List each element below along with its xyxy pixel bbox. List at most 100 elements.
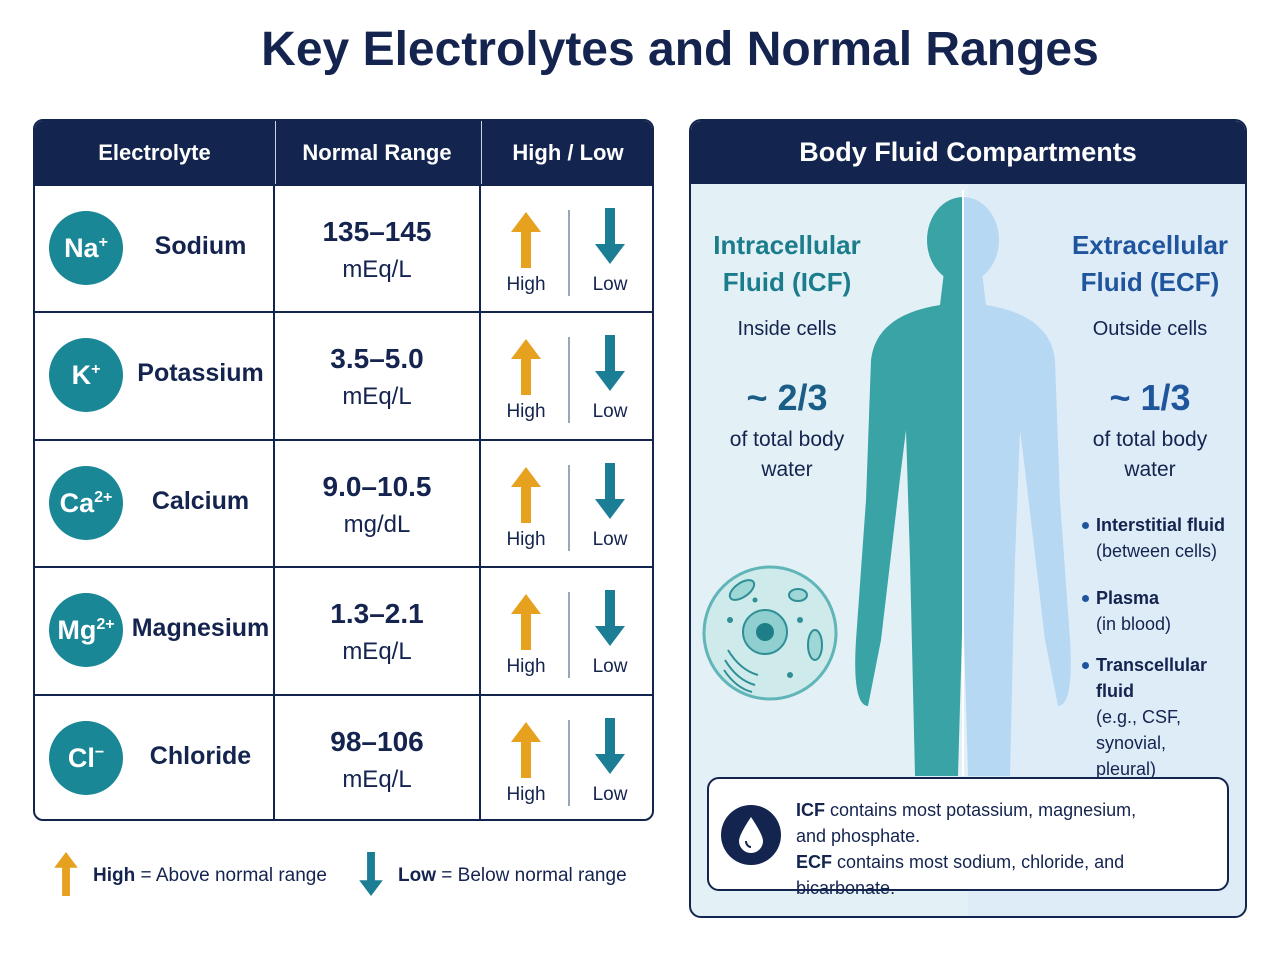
component-detail: (between cells) (1096, 541, 1218, 561)
table-row: Ca2+ Calcium 9.0–10.5 mg/dL High Low (35, 438, 652, 567)
compartment-description: of total body (729, 428, 845, 451)
low-arrow (595, 208, 625, 264)
high-label: High (506, 656, 546, 678)
electrolyte-name: Magnesium (131, 614, 270, 643)
note-text: and phosphate. (796, 826, 921, 846)
ion-element: Mg (57, 615, 97, 646)
range-value: 1.3–2.1 (330, 598, 424, 630)
legend-item: High = Above normal range (93, 865, 327, 887)
ion-symbol: K+ (49, 338, 123, 413)
low-label: Low (592, 656, 628, 678)
range-value: 3.5–5.0 (330, 343, 424, 375)
table-row: Na+ Sodium 135–145 mEq/L High Low (35, 184, 652, 312)
ecf-component: Interstitial fluid (between cells) (1096, 512, 1246, 564)
compartment-title: Extracellular (1071, 230, 1229, 260)
high-arrow (511, 721, 541, 778)
compartment-location: Outside cells (1092, 318, 1208, 340)
legend-definition: = Below normal range (441, 865, 627, 886)
ion-element: Ca (59, 487, 95, 518)
note-box (707, 777, 1229, 891)
page-title: Key Electrolytes and Normal Ranges (261, 23, 1099, 76)
high-arrow (511, 339, 541, 396)
component-detail: (in blood) (1096, 614, 1172, 634)
low-label: Low (592, 783, 628, 805)
high-arrow (511, 212, 541, 268)
column-separator (273, 121, 275, 819)
column-separator (479, 121, 481, 819)
high-low-divider (568, 719, 570, 806)
low-label: Low (592, 401, 628, 423)
component-name: Plasma (1096, 588, 1160, 608)
bullet (1082, 522, 1089, 529)
high-low-divider (568, 592, 570, 679)
ion-element: Cl (67, 742, 95, 773)
ion-symbol: Cl− (49, 720, 123, 795)
low-arrow (595, 590, 625, 647)
low-arrow (595, 335, 625, 392)
compartment-title: Fluid (ICF) (722, 267, 852, 297)
range-value: 98–106 (330, 725, 424, 757)
header-separator (480, 121, 482, 184)
ion-charge: + (91, 361, 101, 379)
ion-charge: 2+ (96, 616, 115, 634)
ecf-component: Plasma (in blood) (1096, 585, 1246, 637)
range-unit: mEq/L (342, 765, 412, 793)
ion-symbol: Mg2+ (49, 593, 123, 668)
high-label: High (506, 528, 546, 550)
ion-charge: − (94, 743, 105, 761)
note-line: ECF contains most sodium, chloride, and … (796, 849, 1216, 901)
legend-term: High (93, 865, 136, 886)
compartment-description: water (761, 458, 813, 481)
range-unit: mEq/L (342, 638, 412, 666)
ion-element: Na (64, 233, 99, 263)
legend-term: Low (398, 865, 436, 886)
component-detail: pleural) (1096, 759, 1157, 779)
bullet (1082, 662, 1089, 669)
high-low-divider (568, 464, 570, 551)
component-detail: (e.g., CSF, synovial, (1096, 707, 1182, 753)
legend-item: Low = Below normal range (398, 865, 627, 887)
high-label: High (506, 274, 546, 295)
electrolyte-name: Potassium (137, 359, 264, 388)
ion-element: K (71, 360, 92, 391)
panel-title: Body Fluid Compartments (691, 121, 1245, 184)
compartment-description: water (1124, 458, 1176, 481)
note-term: ICF (796, 800, 825, 820)
table-row: Cl− Chloride 98–106 mEq/L High Low (35, 693, 652, 819)
compartment-fraction: ~ 1/3 (1109, 377, 1191, 418)
range-unit: mEq/L (342, 256, 412, 283)
high-arrow (54, 852, 78, 896)
range-value: 9.0–10.5 (322, 470, 432, 502)
low-label: Low (592, 274, 628, 295)
component-name: Interstitial fluid (1096, 515, 1226, 535)
table-row: K+ Potassium 3.5–5.0 mEq/L High Low (35, 311, 652, 439)
low-arrow (359, 852, 383, 896)
high-label: High (506, 783, 546, 805)
column-header: Electrolyte (98, 140, 211, 165)
compartment-fraction: ~ 2/3 (746, 377, 828, 418)
high-low-divider (568, 337, 570, 424)
ion-symbol: Ca2+ (49, 465, 123, 540)
compartment-title: Intracellular (713, 230, 861, 260)
compartment-title: Fluid (ECF) (1080, 267, 1220, 297)
header-separator (274, 121, 276, 184)
low-arrow (595, 462, 625, 519)
cell-illustration (702, 565, 838, 701)
column-header: High / Low (512, 140, 624, 165)
legend-definition: = Above normal range (140, 865, 327, 886)
range-unit: mEq/L (342, 383, 412, 411)
note-line: ICF contains most potassium, magnesium, (796, 797, 1216, 823)
compartment-location: Inside cells (737, 318, 837, 340)
table-row: Mg2+ Magnesium 1.3–2.1 mEq/L High Low (35, 566, 652, 694)
ion-symbol: Na+ (49, 211, 123, 285)
electrolyte-table: Electrolyte Normal Range High / Low Na+ Sodi… (33, 119, 654, 821)
note-text: contains most sodium, chloride, and bica… (796, 852, 1125, 898)
note-term: ECF (796, 852, 832, 872)
note-line: and phosphate. (796, 823, 1216, 849)
low-arrow (595, 717, 625, 774)
range-value: 135–145 (322, 216, 432, 247)
high-low-divider (568, 210, 570, 296)
drop-icon (721, 805, 781, 865)
